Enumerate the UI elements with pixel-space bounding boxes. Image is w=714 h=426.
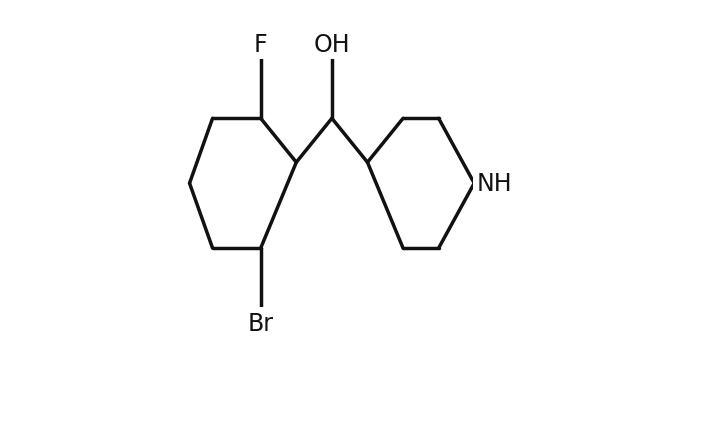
Text: F: F bbox=[254, 32, 268, 56]
Text: Br: Br bbox=[248, 311, 273, 335]
Text: NH: NH bbox=[476, 172, 512, 196]
Text: OH: OH bbox=[313, 32, 350, 56]
